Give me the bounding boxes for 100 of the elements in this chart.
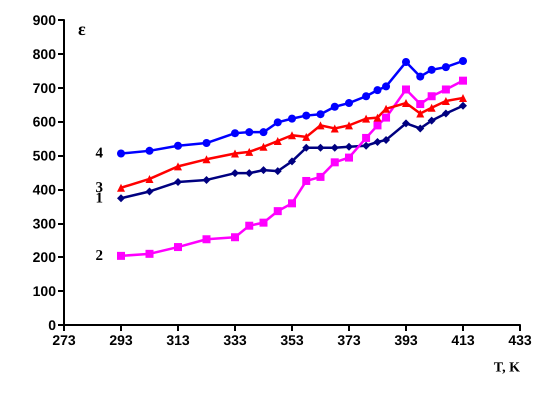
y-tick-label: 700 [32, 80, 56, 96]
point [442, 85, 450, 94]
point [117, 150, 125, 158]
point [402, 85, 410, 94]
point [245, 222, 254, 230]
point [428, 116, 436, 125]
x-tick-label: 433 [508, 332, 532, 348]
point [345, 142, 353, 151]
point [402, 119, 410, 128]
point [362, 114, 370, 123]
point [274, 118, 282, 126]
point [202, 235, 210, 244]
y-tick-label: 400 [32, 181, 56, 198]
point [288, 131, 296, 140]
point [345, 99, 353, 108]
point [316, 172, 324, 181]
point [459, 94, 467, 102]
point [416, 100, 424, 108]
y-tick-label: 800 [32, 46, 56, 62]
point [442, 96, 450, 105]
point [402, 58, 410, 66]
point [146, 250, 154, 258]
point [174, 243, 182, 252]
point [316, 121, 324, 130]
point [274, 207, 282, 216]
point [428, 92, 436, 100]
x-tick-label: 273 [52, 332, 76, 348]
point [382, 136, 390, 144]
x-tick-label: 413 [451, 332, 475, 348]
point [374, 114, 382, 122]
point [260, 218, 268, 227]
point [416, 110, 424, 118]
point [382, 114, 390, 122]
point [231, 129, 239, 138]
x-tick-label: 333 [223, 332, 247, 348]
point [428, 66, 436, 74]
point [202, 139, 210, 148]
point [374, 138, 382, 146]
point [459, 76, 467, 85]
point [374, 121, 382, 130]
point [274, 136, 282, 145]
point [117, 194, 125, 202]
point [442, 110, 450, 118]
point [428, 104, 436, 112]
point [288, 199, 296, 208]
point [362, 92, 370, 100]
point [288, 114, 296, 123]
point [302, 176, 310, 185]
point [146, 174, 154, 183]
point [442, 63, 450, 72]
point [231, 169, 239, 178]
point [202, 176, 210, 184]
point [174, 162, 182, 170]
y-tick-label: 300 [32, 215, 56, 232]
y-tick-label: 200 [32, 249, 56, 266]
y-tick-label: 600 [32, 114, 56, 130]
x-axis-title: T, K [494, 360, 520, 376]
point [174, 178, 182, 186]
point [330, 158, 339, 166]
y-tick-label: 900 [32, 12, 56, 28]
point [382, 82, 390, 90]
point [459, 102, 467, 110]
x-tick-label: 313 [166, 332, 190, 348]
point [374, 86, 382, 94]
point [416, 72, 424, 81]
point [316, 110, 324, 118]
point [345, 154, 353, 162]
point [274, 167, 282, 176]
point [330, 124, 339, 132]
point [117, 252, 125, 260]
point [302, 112, 310, 120]
point [146, 146, 154, 155]
point [330, 102, 339, 111]
point [362, 134, 370, 142]
point [231, 150, 239, 158]
x-tick-label: 373 [337, 332, 361, 348]
series-label: 4 [96, 146, 104, 162]
point [202, 155, 210, 164]
point [416, 124, 424, 132]
point [117, 184, 125, 192]
point [245, 169, 254, 178]
point [288, 157, 296, 166]
point [302, 132, 310, 141]
y-axis-title: ε [78, 19, 86, 39]
point [260, 128, 268, 136]
point [316, 144, 324, 152]
point [245, 148, 254, 156]
point [260, 166, 268, 174]
series-label: 2 [96, 248, 103, 264]
x-tick-label: 293 [109, 332, 133, 348]
point [345, 121, 353, 130]
y-tick-label: 0 [48, 317, 56, 333]
x-tick-label: 393 [394, 332, 418, 348]
x-tick-label: 353 [280, 332, 304, 348]
point [362, 142, 370, 150]
point [245, 128, 254, 136]
point [402, 99, 410, 108]
point [231, 233, 239, 242]
y-tick-label: 500 [32, 148, 56, 164]
point [459, 57, 467, 66]
